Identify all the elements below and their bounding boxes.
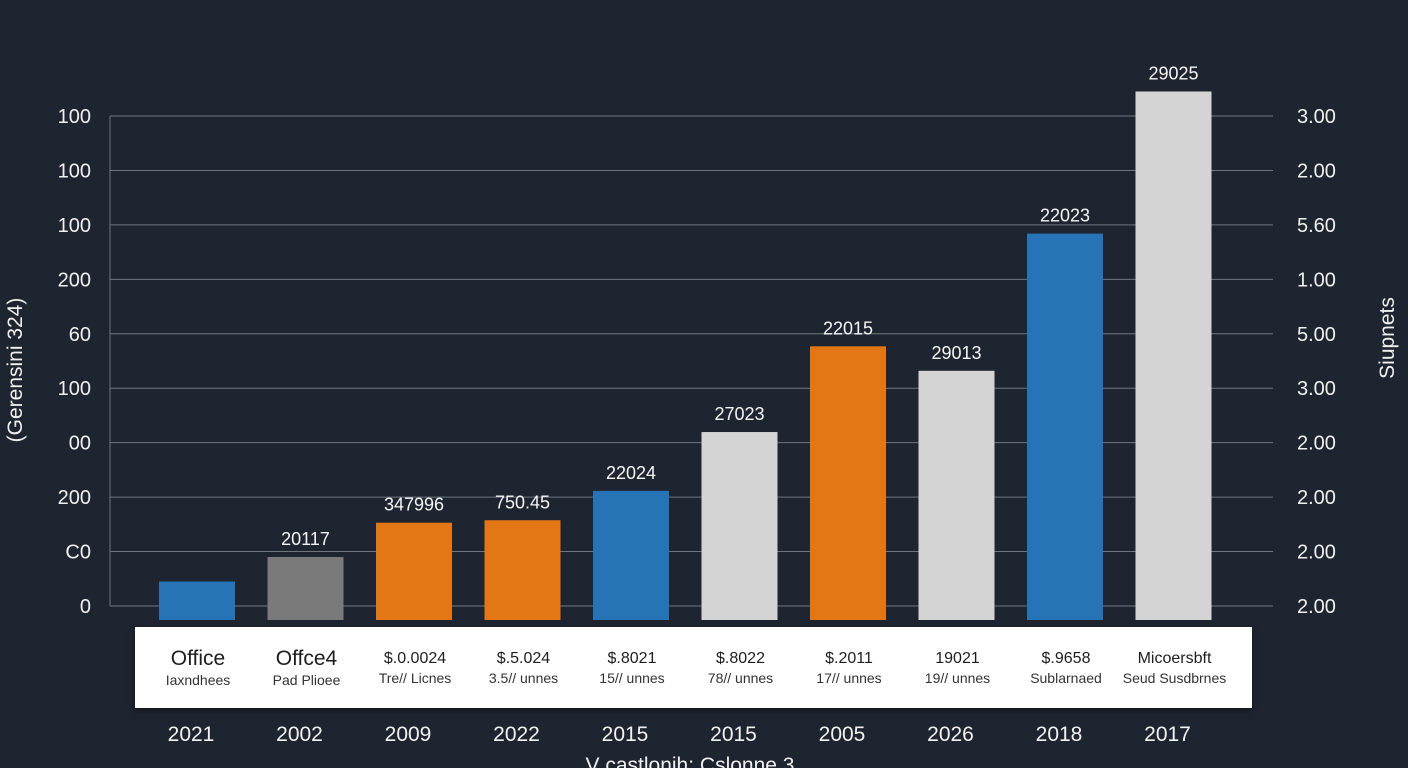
year-label: 2018 [1036, 723, 1083, 746]
category-label-secondary: Tre// Licnes [378, 669, 452, 686]
year-label: 2009 [385, 723, 432, 746]
category-label-primary: Office [170, 646, 226, 670]
category-label-primary: 19021 [935, 649, 980, 667]
bar-value-label: 27023 [714, 404, 764, 424]
category-label-secondary: Seud Susdbrnes [1122, 669, 1227, 686]
category-label: $.5.024 3.5// unnes [469, 627, 579, 708]
category-label: Offce4 Pad Plioee [252, 627, 362, 708]
bar-value-label: 347996 [384, 495, 444, 515]
bar [918, 370, 995, 620]
year-label: 2021 [168, 723, 215, 746]
left-tick-label: 200 [58, 487, 91, 509]
category-label-secondary: Pad Plioee [272, 671, 341, 688]
left-tick-label: 0 [80, 596, 91, 618]
right-tick-label: 5.60 [1297, 215, 1336, 237]
right-tick-label: 2.00 [1297, 433, 1336, 455]
category-label-secondary: Iaxndhees [165, 671, 231, 688]
bar-value-label: 22023 [1040, 206, 1090, 226]
bar-data-labels: 20117 347996 750.45 22024 27023 22015 29013 220… [281, 64, 1198, 550]
left-tick-label: 100 [58, 378, 91, 400]
right-tick-label: 3.00 [1297, 106, 1336, 128]
category-label-primary: $.2011 [825, 649, 873, 667]
category-label: $.8021 15// unnes [577, 627, 687, 708]
bar-value-label: 22015 [823, 318, 873, 338]
year-label: 2002 [276, 723, 323, 746]
left-axis-ticks: 0 C0 200 00 100 60 200 100 100 100 [58, 106, 91, 618]
left-axis-title: (Gerensini 324) [4, 298, 27, 443]
category-label-primary: $.0.0024 [383, 649, 447, 667]
category-label-primary: $.8021 [607, 649, 657, 667]
bar [1135, 91, 1212, 620]
category-label: $.9658 Sublarnaed [1011, 627, 1121, 708]
bar [267, 557, 344, 620]
bar [701, 432, 778, 620]
category-label: $.2011 17// unnes [794, 627, 904, 708]
gridlines [109, 115, 1273, 607]
category-label-primary: Micoersbft [1137, 649, 1212, 667]
x-axis-year-labels: 2021 2002 2009 2022 2015 2015 2005 2026 2018 2017 [168, 723, 1191, 746]
right-tick-label: 3.00 [1297, 378, 1336, 400]
right-tick-label: 2.00 [1297, 596, 1336, 618]
category-label-secondary: 17// unnes [816, 669, 882, 686]
category-label-secondary: 3.5// unnes [488, 669, 559, 686]
bar [1027, 233, 1103, 620]
category-label: Micoersbft Seud Susdbrnes [1120, 627, 1230, 708]
category-label-primary: $.5.024 [496, 649, 551, 667]
right-tick-label: 5.00 [1297, 324, 1336, 346]
right-tick-label: 2.00 [1297, 487, 1336, 509]
left-tick-label: 100 [58, 106, 91, 128]
bar [484, 520, 561, 620]
left-tick-label: 100 [58, 160, 91, 182]
category-label: $.8022 78// unnes [686, 627, 796, 708]
right-axis-title: Siupnets [1376, 297, 1399, 379]
category-label-primary: $.8022 [716, 649, 765, 667]
year-label: 2017 [1144, 723, 1191, 746]
bar [376, 522, 452, 620]
bar [593, 490, 669, 620]
right-tick-label: 1.00 [1297, 269, 1336, 291]
category-label-panel: Office Iaxndhees Offce4 Pad Plioee $.0.0024 T… [135, 627, 1252, 708]
category-label-secondary: 19// unnes [924, 669, 991, 686]
category-label-primary: $.9658 [1041, 649, 1091, 667]
right-tick-label: 2.00 [1297, 160, 1336, 182]
left-tick-label: 100 [58, 215, 91, 237]
year-label: 2005 [819, 723, 866, 746]
bars [159, 91, 1212, 620]
left-tick-label: 00 [69, 433, 91, 455]
bar-value-label: 20117 [281, 529, 330, 549]
left-tick-label: 60 [69, 324, 91, 346]
left-tick-label: 200 [58, 269, 91, 291]
bar [159, 581, 235, 620]
category-label-secondary: 15// unnes [599, 669, 665, 686]
bar-value-label: 29025 [1148, 64, 1198, 84]
category-label-secondary: Sublarnaed [1030, 669, 1102, 686]
year-label: 2026 [927, 723, 974, 746]
bar-value-label: 750.45 [495, 492, 550, 512]
year-label: 2015 [710, 723, 757, 746]
category-label: $.0.0024 Tre// Licnes [360, 627, 470, 708]
right-axis-ticks: 2.00 2.00 2.00 2.00 3.00 5.00 1.00 5.60 2.00 3.00 [1297, 106, 1336, 618]
right-tick-label: 2.00 [1297, 542, 1336, 564]
year-label: 2022 [493, 723, 540, 746]
category-label-primary: Offce4 [275, 646, 338, 670]
category-label: Office Iaxndhees [143, 627, 253, 708]
bar [810, 346, 886, 620]
category-label-secondary: 78// unnes [707, 669, 774, 686]
year-label: 2015 [602, 723, 649, 746]
bar-value-label: 22024 [606, 463, 656, 483]
category-label: 19021 19// unnes [903, 627, 1013, 708]
bar-value-label: 29013 [931, 343, 981, 363]
left-tick-label: C0 [65, 542, 91, 564]
x-axis-title: V castlonih: Cslonne 3 [586, 754, 795, 768]
